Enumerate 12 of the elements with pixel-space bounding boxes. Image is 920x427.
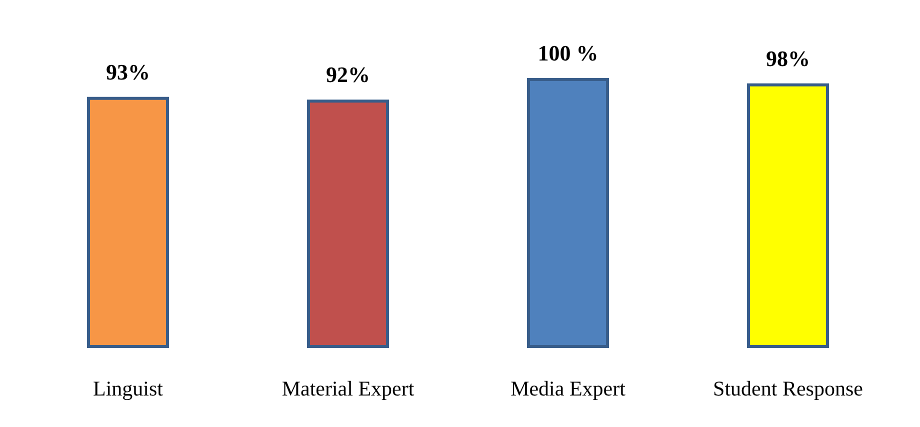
x-tick-label: Student Response bbox=[713, 376, 863, 400]
data-label: 100 % bbox=[538, 40, 598, 66]
data-label: 98% bbox=[766, 46, 810, 71]
x-tick-label: Media Expert bbox=[510, 376, 626, 400]
bar bbox=[527, 78, 609, 348]
bar bbox=[307, 100, 389, 348]
x-tick-label: Linguist bbox=[92, 376, 164, 400]
data-label: 92% bbox=[326, 62, 370, 88]
x-tick-label: Material Expert bbox=[282, 376, 414, 400]
bar bbox=[747, 83, 829, 348]
data-label: 93% bbox=[106, 59, 150, 84]
bar bbox=[87, 96, 169, 348]
